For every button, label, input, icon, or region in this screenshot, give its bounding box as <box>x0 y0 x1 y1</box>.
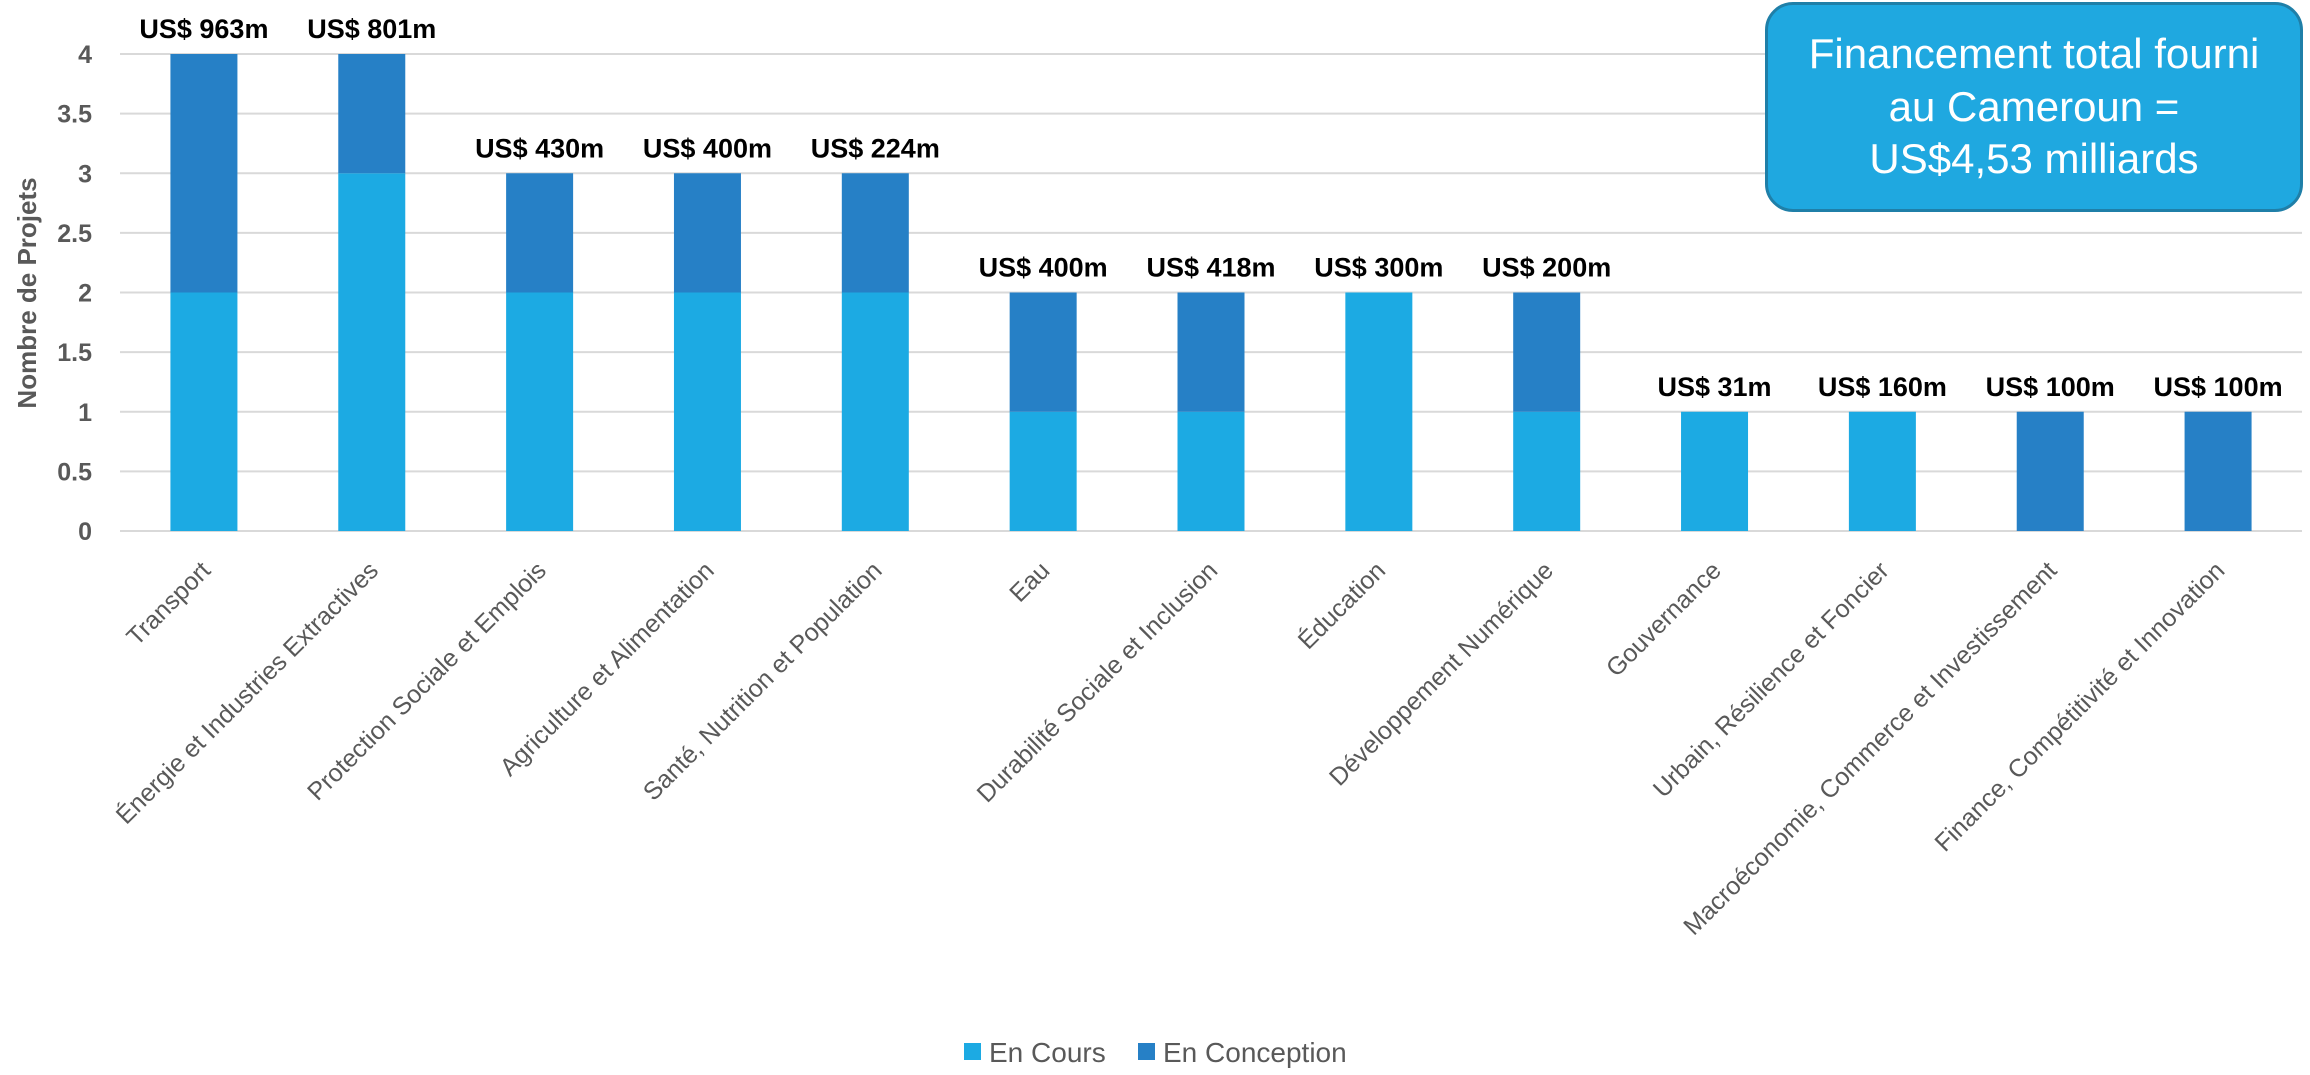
data-label: US$ 100m <box>1986 372 2115 402</box>
total-funding-callout: Financement total fourni au Cameroun = U… <box>1765 2 2303 212</box>
y-tick-label: 0 <box>78 518 92 546</box>
category-label: Finance, Compétitivité et Innovation <box>1929 556 2230 857</box>
y-tick-label: 3.5 <box>57 101 92 129</box>
bar-segment-en-cours <box>841 292 909 531</box>
data-label: US$ 418m <box>1146 253 1275 283</box>
category-label: Éducation <box>1292 556 1391 655</box>
bar-segment-en-conception <box>1513 292 1581 412</box>
bar-segment-en-cours <box>170 292 238 531</box>
category-label: Eau <box>1004 556 1055 607</box>
y-tick-label: 3 <box>78 160 92 188</box>
data-label: US$ 200m <box>1482 253 1611 283</box>
legend-label: En Conception <box>1163 1037 1347 1068</box>
data-label: US$ 801m <box>307 14 436 44</box>
legend-swatch <box>1138 1043 1155 1060</box>
bar-segment-en-conception <box>506 173 574 293</box>
data-labels: US$ 963m US$ 801m US$ 430m US$ 400m US$ 224m… <box>139 14 2282 402</box>
data-label: US$ 300m <box>1314 253 1443 283</box>
bar-segment-en-conception <box>1009 292 1077 412</box>
bar-segment-en-cours <box>338 173 406 531</box>
bar-segment-en-cours <box>1848 411 1916 531</box>
y-tick-label: 1 <box>78 399 92 427</box>
data-label: US$ 160m <box>1818 372 1947 402</box>
data-label: US$ 400m <box>643 133 772 163</box>
bar-segment-en-cours <box>1681 411 1749 531</box>
legend-swatch <box>964 1043 981 1060</box>
y-tick-label: 2 <box>78 280 92 308</box>
y-tick-label: 1.5 <box>57 339 92 367</box>
bar-segment-en-conception <box>673 173 741 293</box>
bar-segment-en-conception <box>1177 292 1245 412</box>
bar-segment-en-conception <box>338 54 406 174</box>
bar-segment-en-conception <box>170 54 238 293</box>
y-tick-label: 2.5 <box>57 220 92 248</box>
bar-segment-en-cours <box>1177 411 1245 531</box>
data-label: US$ 400m <box>979 253 1108 283</box>
bar-segment-en-conception <box>2184 411 2252 531</box>
legend: En Cours En Conception <box>964 1037 1347 1068</box>
y-axis-title: Nombre de Projets <box>12 177 42 408</box>
category-label: Macroéconomie, Commerce et Investissemen… <box>1678 556 2062 940</box>
data-label: US$ 963m <box>139 14 268 44</box>
y-tick-label: 0.5 <box>57 458 92 486</box>
bar-segment-en-cours <box>506 292 574 531</box>
category-label: Transport <box>121 556 216 651</box>
bar-segment-en-cours <box>673 292 741 531</box>
data-label: US$ 224m <box>811 133 940 163</box>
bar-segment-en-cours <box>1513 411 1581 531</box>
category-label: Gouvernance <box>1601 556 1727 682</box>
category-label: Énergie et Industries Extractives <box>110 556 384 830</box>
data-label: US$ 430m <box>475 133 604 163</box>
bar-segment-en-conception <box>2016 411 2084 531</box>
bar-segment-en-cours <box>1009 411 1077 531</box>
data-label: US$ 100m <box>2154 372 2283 402</box>
legend-label: En Cours <box>989 1037 1106 1068</box>
bars <box>170 54 2252 531</box>
bar-segment-en-conception <box>841 173 909 293</box>
data-label: US$ 31m <box>1657 372 1771 402</box>
y-tick-label: 4 <box>78 41 92 69</box>
bar-segment-en-cours <box>1345 292 1413 531</box>
y-tick-labels: 0 0.5 1 1.5 2 2.5 3 3.5 4 <box>57 41 92 546</box>
